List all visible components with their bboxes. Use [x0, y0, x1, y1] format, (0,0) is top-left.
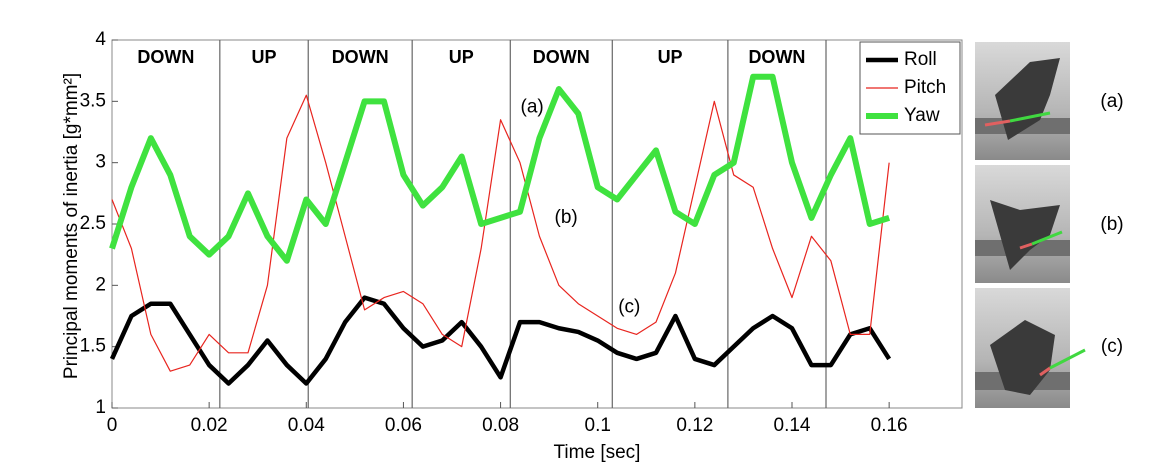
y-tick-label: 3 — [95, 152, 106, 173]
phase-label: DOWN — [533, 47, 590, 67]
annotation: (c) — [618, 296, 640, 317]
photo-a — [975, 42, 1070, 160]
photo-label: (b) — [1100, 214, 1123, 235]
phase-label: UP — [658, 47, 683, 67]
x-tick-label: 0.14 — [774, 415, 811, 436]
x-tick-label: 0.08 — [482, 415, 519, 436]
phase-label: DOWN — [137, 47, 194, 67]
photo-b — [975, 165, 1070, 283]
legend-label: Pitch — [904, 77, 946, 98]
legend-label: Roll — [904, 49, 937, 70]
x-tick-label: 0.16 — [871, 415, 908, 436]
line-series — [109, 73, 891, 264]
phase-label: UP — [252, 47, 277, 67]
x-tick-label: 0.02 — [191, 415, 228, 436]
legend-label: Yaw — [904, 105, 940, 126]
y-tick-label: 3.5 — [80, 90, 106, 111]
y-axis-label: Principal moments of inertia [g*mm²] — [61, 73, 82, 379]
photo-label: (c) — [1101, 336, 1123, 357]
annotation: (a) — [521, 96, 544, 117]
phase-label: UP — [449, 47, 474, 67]
x-axis-label: Time [sec] — [554, 442, 641, 463]
x-tick-label: 0.1 — [585, 415, 611, 436]
x-tick-label: 0.12 — [676, 415, 713, 436]
phase-label: DOWN — [332, 47, 389, 67]
phase-label: DOWN — [748, 47, 805, 67]
y-tick-label: 2.5 — [80, 213, 106, 234]
plot-area — [111, 39, 963, 409]
annotation: (b) — [555, 207, 578, 228]
x-tick-label: 0.06 — [385, 415, 422, 436]
line-series — [109, 295, 892, 386]
x-tick-label: 0 — [107, 415, 118, 436]
photo-c — [975, 288, 1086, 408]
y-tick-label: 1 — [95, 397, 106, 418]
line-series — [111, 94, 890, 372]
y-tick-label: 1.5 — [80, 336, 106, 357]
y-tick-label: 4 — [95, 29, 106, 50]
photo-label: (a) — [1100, 91, 1123, 112]
x-tick-label: 0.04 — [288, 415, 325, 436]
y-tick-label: 2 — [95, 274, 106, 295]
